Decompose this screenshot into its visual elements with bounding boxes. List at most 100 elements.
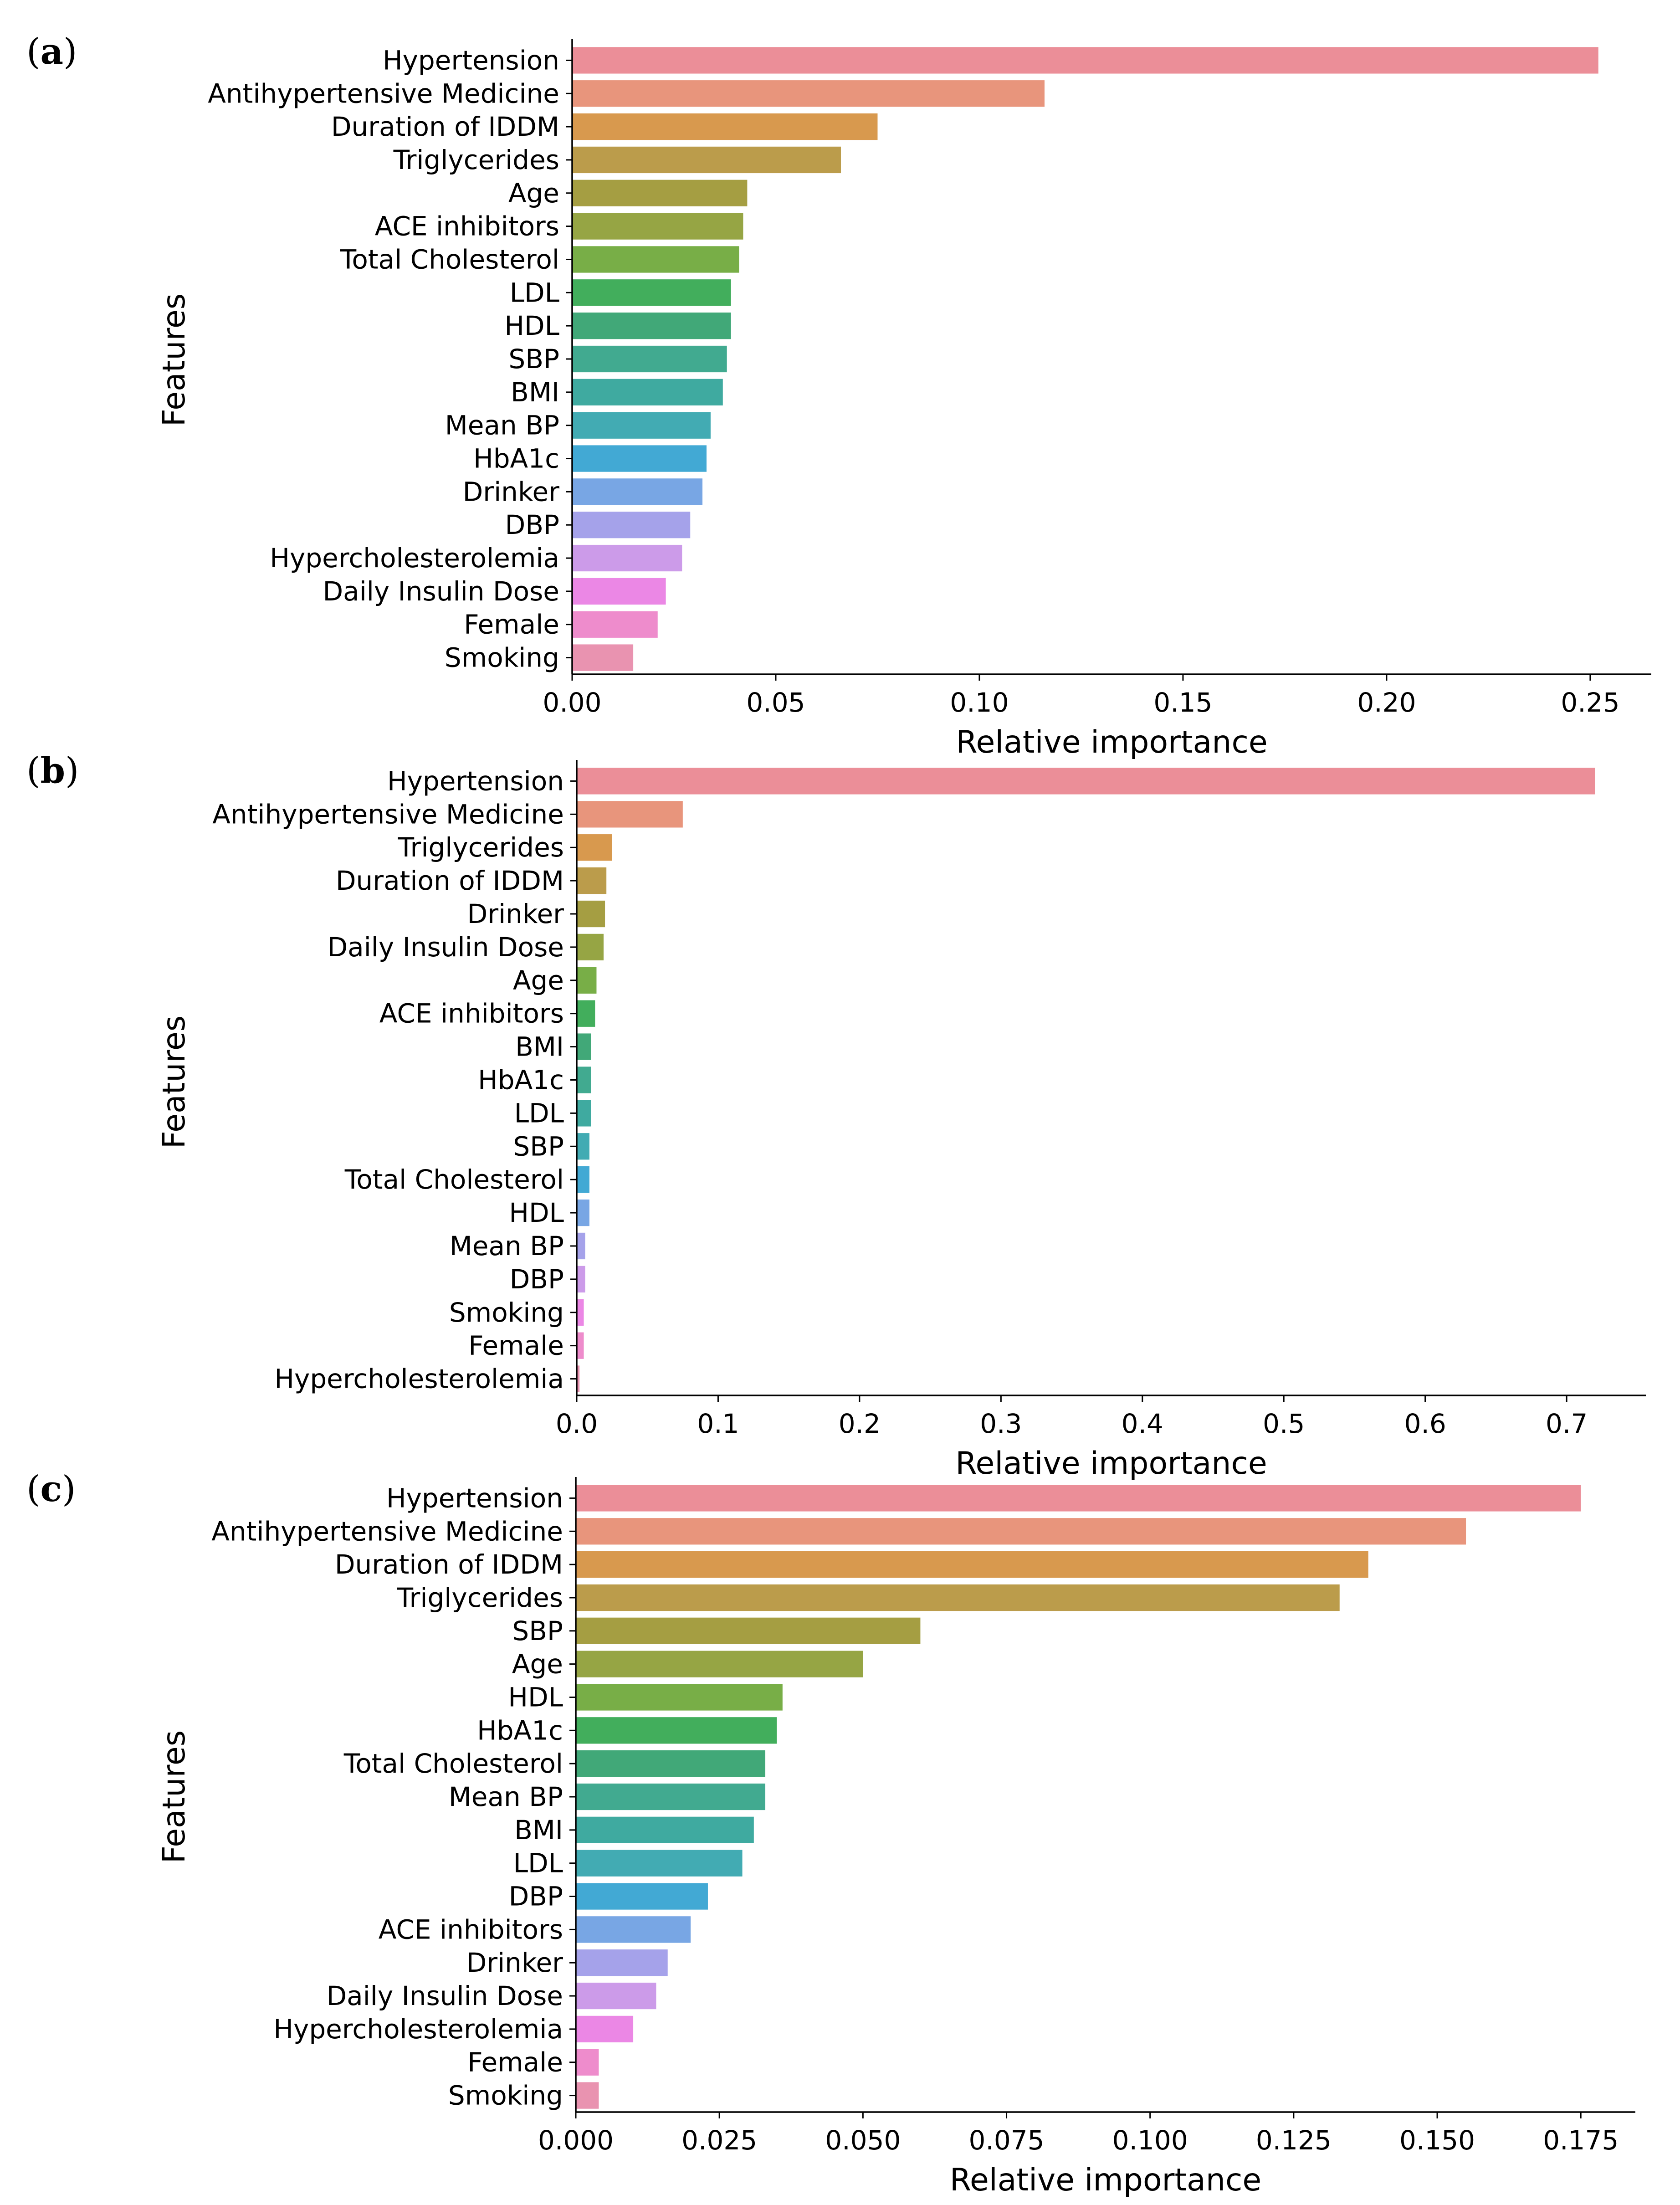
category-label: Antihypertensive Medicine — [211, 1516, 563, 1547]
category-label: Daily Insulin Dose — [323, 576, 559, 607]
bar — [576, 1551, 1368, 1578]
panel-letter: a — [40, 31, 63, 72]
category-label: BMI — [515, 1031, 564, 1062]
category-label: Triglycerides — [398, 832, 564, 863]
panel-letter: c — [40, 1468, 62, 1510]
category-label: Antihypertensive Medicine — [208, 78, 559, 109]
x-tick-label: 0.10 — [950, 687, 1009, 718]
category-label: Smoking — [445, 642, 559, 673]
category-label: Age — [508, 178, 559, 209]
bar — [572, 246, 739, 273]
bar — [576, 1850, 743, 1877]
bar — [576, 1883, 708, 1910]
x-tick-label: 0.150 — [1399, 2125, 1475, 2156]
bar — [577, 1133, 589, 1160]
category-label: Mean BP — [450, 1231, 564, 1261]
bar — [577, 1000, 595, 1027]
bar — [577, 1199, 589, 1226]
category-label: Drinker — [467, 898, 564, 929]
category-label: Female — [468, 1330, 564, 1361]
bar — [577, 1067, 591, 1093]
category-label: Hypercholesterolemia — [273, 2014, 563, 2045]
category-label: Age — [513, 965, 564, 996]
category-label: DBP — [505, 509, 559, 540]
category-label: Smoking — [448, 2080, 563, 2111]
bar — [577, 801, 683, 828]
y-axis-title: Features — [156, 293, 192, 426]
category-label: Total Cholesterol — [343, 1748, 563, 1779]
x-tick-label: 0.6 — [1404, 1408, 1446, 1439]
x-tick-label: 0.000 — [538, 2125, 614, 2156]
bar — [572, 578, 666, 605]
category-label: HbA1c — [477, 1715, 563, 1746]
bar — [577, 768, 1595, 795]
y-axis-title: Features — [156, 1015, 192, 1149]
category-label: Triglycerides — [397, 1582, 563, 1613]
x-tick-label: 0.025 — [681, 2125, 757, 2156]
x-tick-label: 0.00 — [543, 687, 601, 718]
bar — [572, 412, 711, 439]
category-label: HDL — [509, 1197, 564, 1228]
category-label: ACE inhibitors — [375, 211, 559, 242]
category-label: Mean BP — [445, 410, 559, 441]
panel-label: (c) — [26, 1468, 76, 1510]
bar — [577, 1332, 584, 1359]
x-tick-label: 0.7 — [1546, 1408, 1588, 1439]
category-label: Drinker — [466, 1947, 563, 1978]
category-label: Age — [512, 1649, 563, 1680]
bar — [572, 544, 682, 572]
panel-letter: b — [40, 750, 65, 791]
category-label: Duration of IDDM — [331, 111, 559, 142]
category-label: Daily Insulin Dose — [326, 1980, 563, 2011]
bar — [576, 2015, 634, 2043]
bar — [572, 345, 727, 373]
y-axis-title: Features — [156, 1730, 192, 1863]
category-label: BMI — [511, 377, 559, 408]
category-label: Drinker — [463, 476, 560, 507]
bar — [576, 1916, 691, 1943]
category-label: HbA1c — [473, 443, 559, 474]
bar — [576, 1783, 766, 1810]
category-label: Total Cholesterol — [344, 1164, 564, 1195]
bar — [577, 1299, 584, 1326]
bar — [577, 933, 604, 961]
category-label: LDL — [513, 1848, 563, 1879]
bar — [576, 1584, 1340, 1611]
bar — [577, 967, 597, 994]
x-tick-label: 0.075 — [969, 2125, 1045, 2156]
category-label: Duration of IDDM — [336, 865, 564, 896]
bar — [577, 1266, 585, 1293]
x-tick-label: 0.25 — [1561, 687, 1619, 718]
bar — [572, 512, 691, 538]
category-label: HDL — [508, 1682, 563, 1713]
panel-label: (b) — [26, 750, 79, 791]
bar — [577, 1166, 589, 1193]
category-label: Hypercholesterolemia — [274, 1364, 564, 1395]
category-label: BMI — [514, 1815, 563, 1846]
category-label: Smoking — [449, 1297, 564, 1328]
category-label: ACE inhibitors — [379, 1914, 563, 1945]
bar — [576, 1518, 1466, 1545]
bar — [572, 279, 731, 306]
bar — [576, 1684, 783, 1711]
category-label: Total Cholesterol — [340, 244, 559, 275]
bar — [572, 478, 703, 505]
category-label: HDL — [504, 310, 559, 341]
category-label: Hypertension — [386, 1482, 563, 1513]
category-label: Female — [464, 609, 559, 640]
bar — [577, 1033, 591, 1060]
x-axis-title: Relative importance — [956, 724, 1267, 760]
bar — [576, 1717, 777, 1744]
category-label: LDL — [510, 277, 559, 308]
category-label: Hypertension — [383, 45, 559, 76]
category-label: DBP — [509, 1881, 563, 1912]
bar — [572, 113, 878, 140]
bar — [572, 313, 731, 339]
bar — [576, 1949, 668, 1976]
bar — [576, 1651, 863, 1677]
bar — [577, 900, 605, 928]
category-label: Duration of IDDM — [335, 1549, 563, 1580]
